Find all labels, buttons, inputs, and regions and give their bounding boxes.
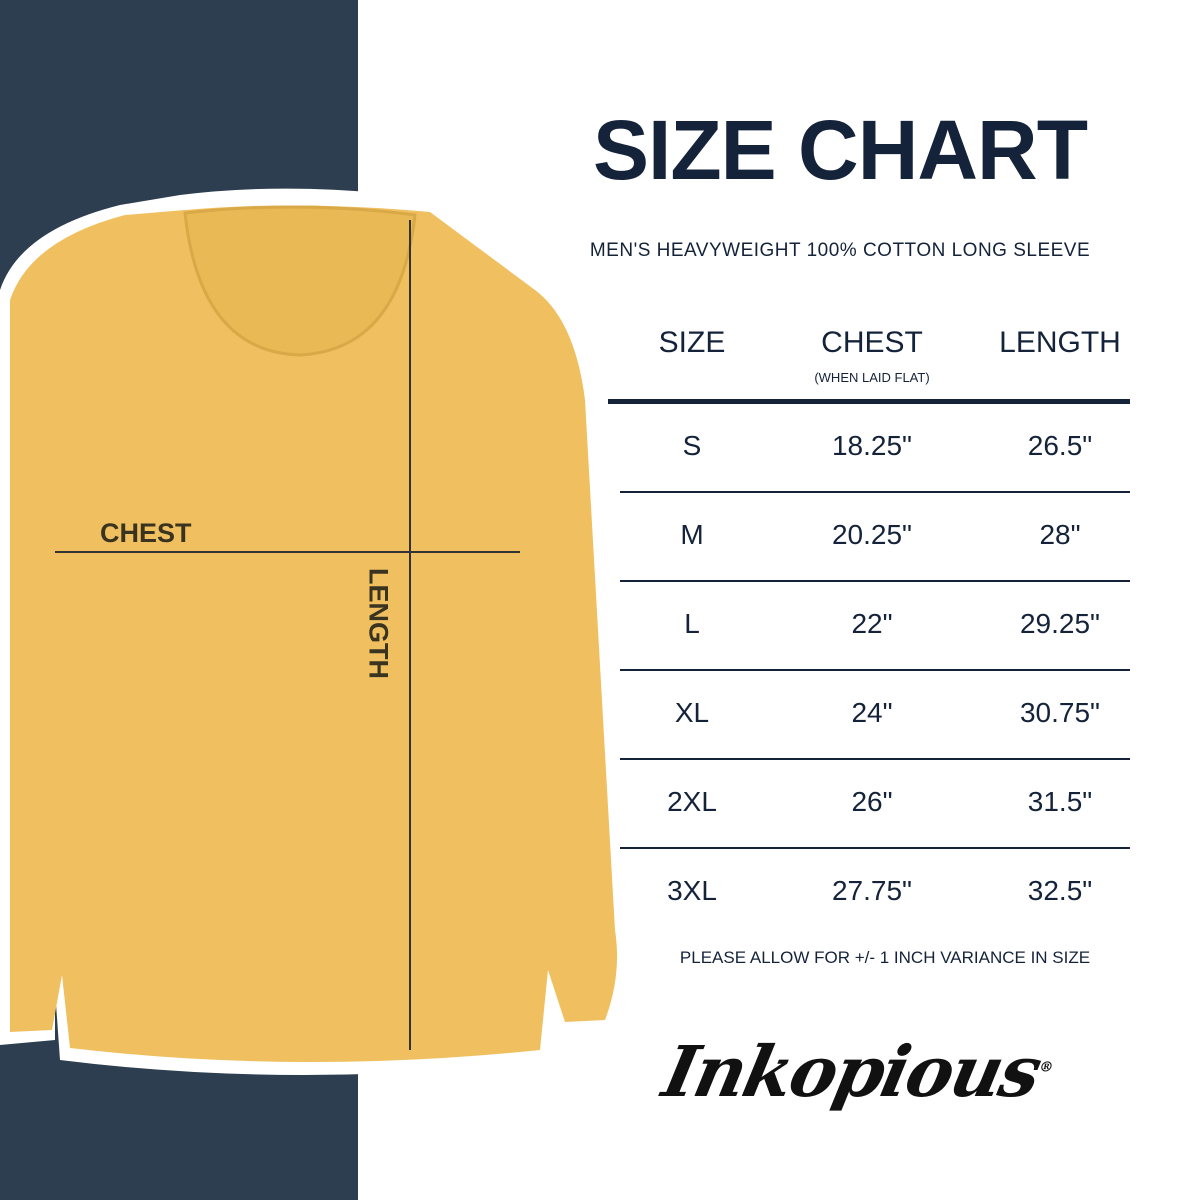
table-row: L 22" 29.25" xyxy=(600,582,1140,671)
row-divider xyxy=(620,758,1130,760)
cell-size: 3XL xyxy=(667,875,717,906)
cell-length: 30.75" xyxy=(1019,697,1100,728)
table-row: M 20.25" 28" xyxy=(600,493,1140,582)
table-row: 3XL 27.75" 32.5" xyxy=(600,849,1140,938)
shirt-collar xyxy=(183,205,417,357)
subtitle: MEN'S HEAVYWEIGHT 100% COTTON LONG SLEEV… xyxy=(589,240,1091,261)
cell-length: 29.25" xyxy=(1019,608,1100,639)
cell-chest: 27.75" xyxy=(831,875,912,906)
table-row: XL 24" 30.75" xyxy=(600,671,1140,760)
cell-length: 32.5" xyxy=(1027,875,1093,906)
cell-length: 28" xyxy=(1039,519,1081,550)
page-title: SIZE CHART xyxy=(593,103,1088,197)
cell-chest: 26" xyxy=(851,786,893,817)
variance-note: PLEASE ALLOW FOR +/- 1 INCH VARIANCE IN … xyxy=(679,948,1091,967)
table-row: 2XL 26" 31.5" xyxy=(600,760,1140,849)
cell-size: M xyxy=(680,519,704,550)
cell-length: 26.5" xyxy=(1027,430,1093,461)
chest-label: CHEST xyxy=(100,518,192,548)
table-row: S 18.25" 26.5" xyxy=(600,404,1140,493)
cell-chest: 18.25" xyxy=(831,430,912,461)
header-chest: CHEST xyxy=(821,326,923,359)
header-size: SIZE xyxy=(658,326,726,359)
cell-size: S xyxy=(682,430,702,461)
cell-size: XL xyxy=(674,697,710,728)
cell-chest: 22" xyxy=(851,608,893,639)
row-divider xyxy=(620,847,1130,849)
cell-size: 2XL xyxy=(667,786,717,817)
header-chest-note: (WHEN LAID FLAT) xyxy=(814,370,930,385)
row-divider xyxy=(620,491,1130,493)
cell-chest: 24" xyxy=(851,697,893,728)
header-divider xyxy=(608,399,1130,404)
cell-chest: 20.25" xyxy=(831,519,912,550)
length-label: LENGTH xyxy=(363,568,394,679)
row-divider xyxy=(620,669,1130,671)
row-divider xyxy=(620,580,1130,582)
cell-length: 31.5" xyxy=(1027,786,1093,817)
brand-logo: Inkopious® xyxy=(656,1030,1053,1113)
shirt-image xyxy=(10,205,618,1063)
cell-size: L xyxy=(684,608,700,639)
shirt-body xyxy=(10,205,618,1063)
header-length: LENGTH xyxy=(999,326,1121,359)
